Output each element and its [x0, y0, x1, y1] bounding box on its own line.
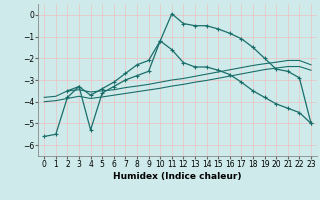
- X-axis label: Humidex (Indice chaleur): Humidex (Indice chaleur): [113, 172, 242, 181]
